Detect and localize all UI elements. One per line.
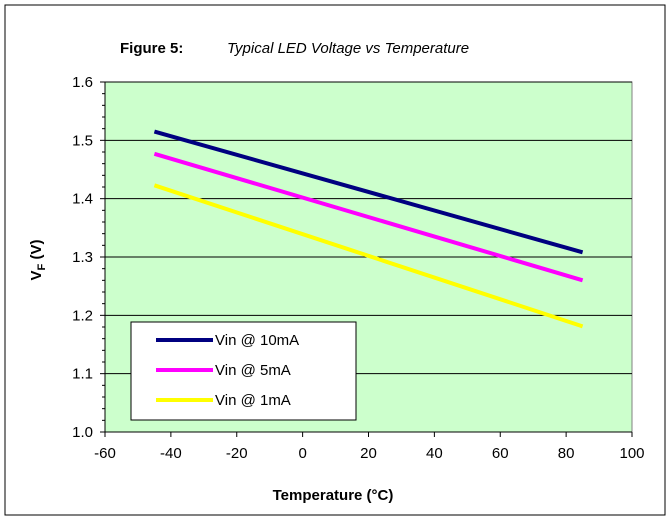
x-tick-label: -20 [226, 445, 248, 462]
y-tick-label: 1.4 [72, 191, 93, 208]
legend-label: Vin @ 10mA [215, 332, 299, 349]
y-axis-title-suffix: (V) [28, 240, 45, 264]
x-tick-label: -40 [160, 445, 182, 462]
series-line [153, 151, 584, 283]
y-tick-label: 1.1 [72, 366, 93, 383]
series-line [153, 183, 584, 329]
x-axis-title: Temperature (°C) [273, 487, 394, 504]
y-tick-label: 1.5 [72, 132, 93, 149]
x-tick-label: 100 [619, 445, 644, 462]
chart-title-prefix: Figure 5: [120, 40, 183, 57]
axes: 1.0 1.1 1.2 1.3 1.4 1.5 1.6 -60 -40 -20 0 20 40 60 80 1… [72, 74, 644, 462]
x-tick-label: -60 [94, 445, 116, 462]
series-lines [153, 129, 584, 329]
x-tick-label: 80 [558, 445, 575, 462]
y-axis-title-main: V [28, 270, 45, 280]
x-tick-label: 40 [426, 445, 443, 462]
x-tick-label: 60 [492, 445, 509, 462]
x-tick-label: 0 [298, 445, 306, 462]
y-tick-label: 1.6 [72, 74, 93, 91]
y-tick-label: 1.0 [72, 424, 93, 441]
series-line [153, 129, 584, 255]
legend-label: Vin @ 5mA [215, 362, 291, 379]
y-tick-label: 1.2 [72, 307, 93, 324]
y-tick-label: 1.3 [72, 249, 93, 266]
legend-label: Vin @ 1mA [215, 392, 291, 409]
y-axis-title-subscript: F [36, 263, 48, 270]
chart-title: Typical LED Voltage vs Temperature [227, 40, 469, 57]
legend: Vin @ 10mA Vin @ 5mA Vin @ 1mA [130, 321, 357, 421]
x-tick-label: 20 [360, 445, 377, 462]
y-axis-title: VF (V) [28, 240, 48, 281]
